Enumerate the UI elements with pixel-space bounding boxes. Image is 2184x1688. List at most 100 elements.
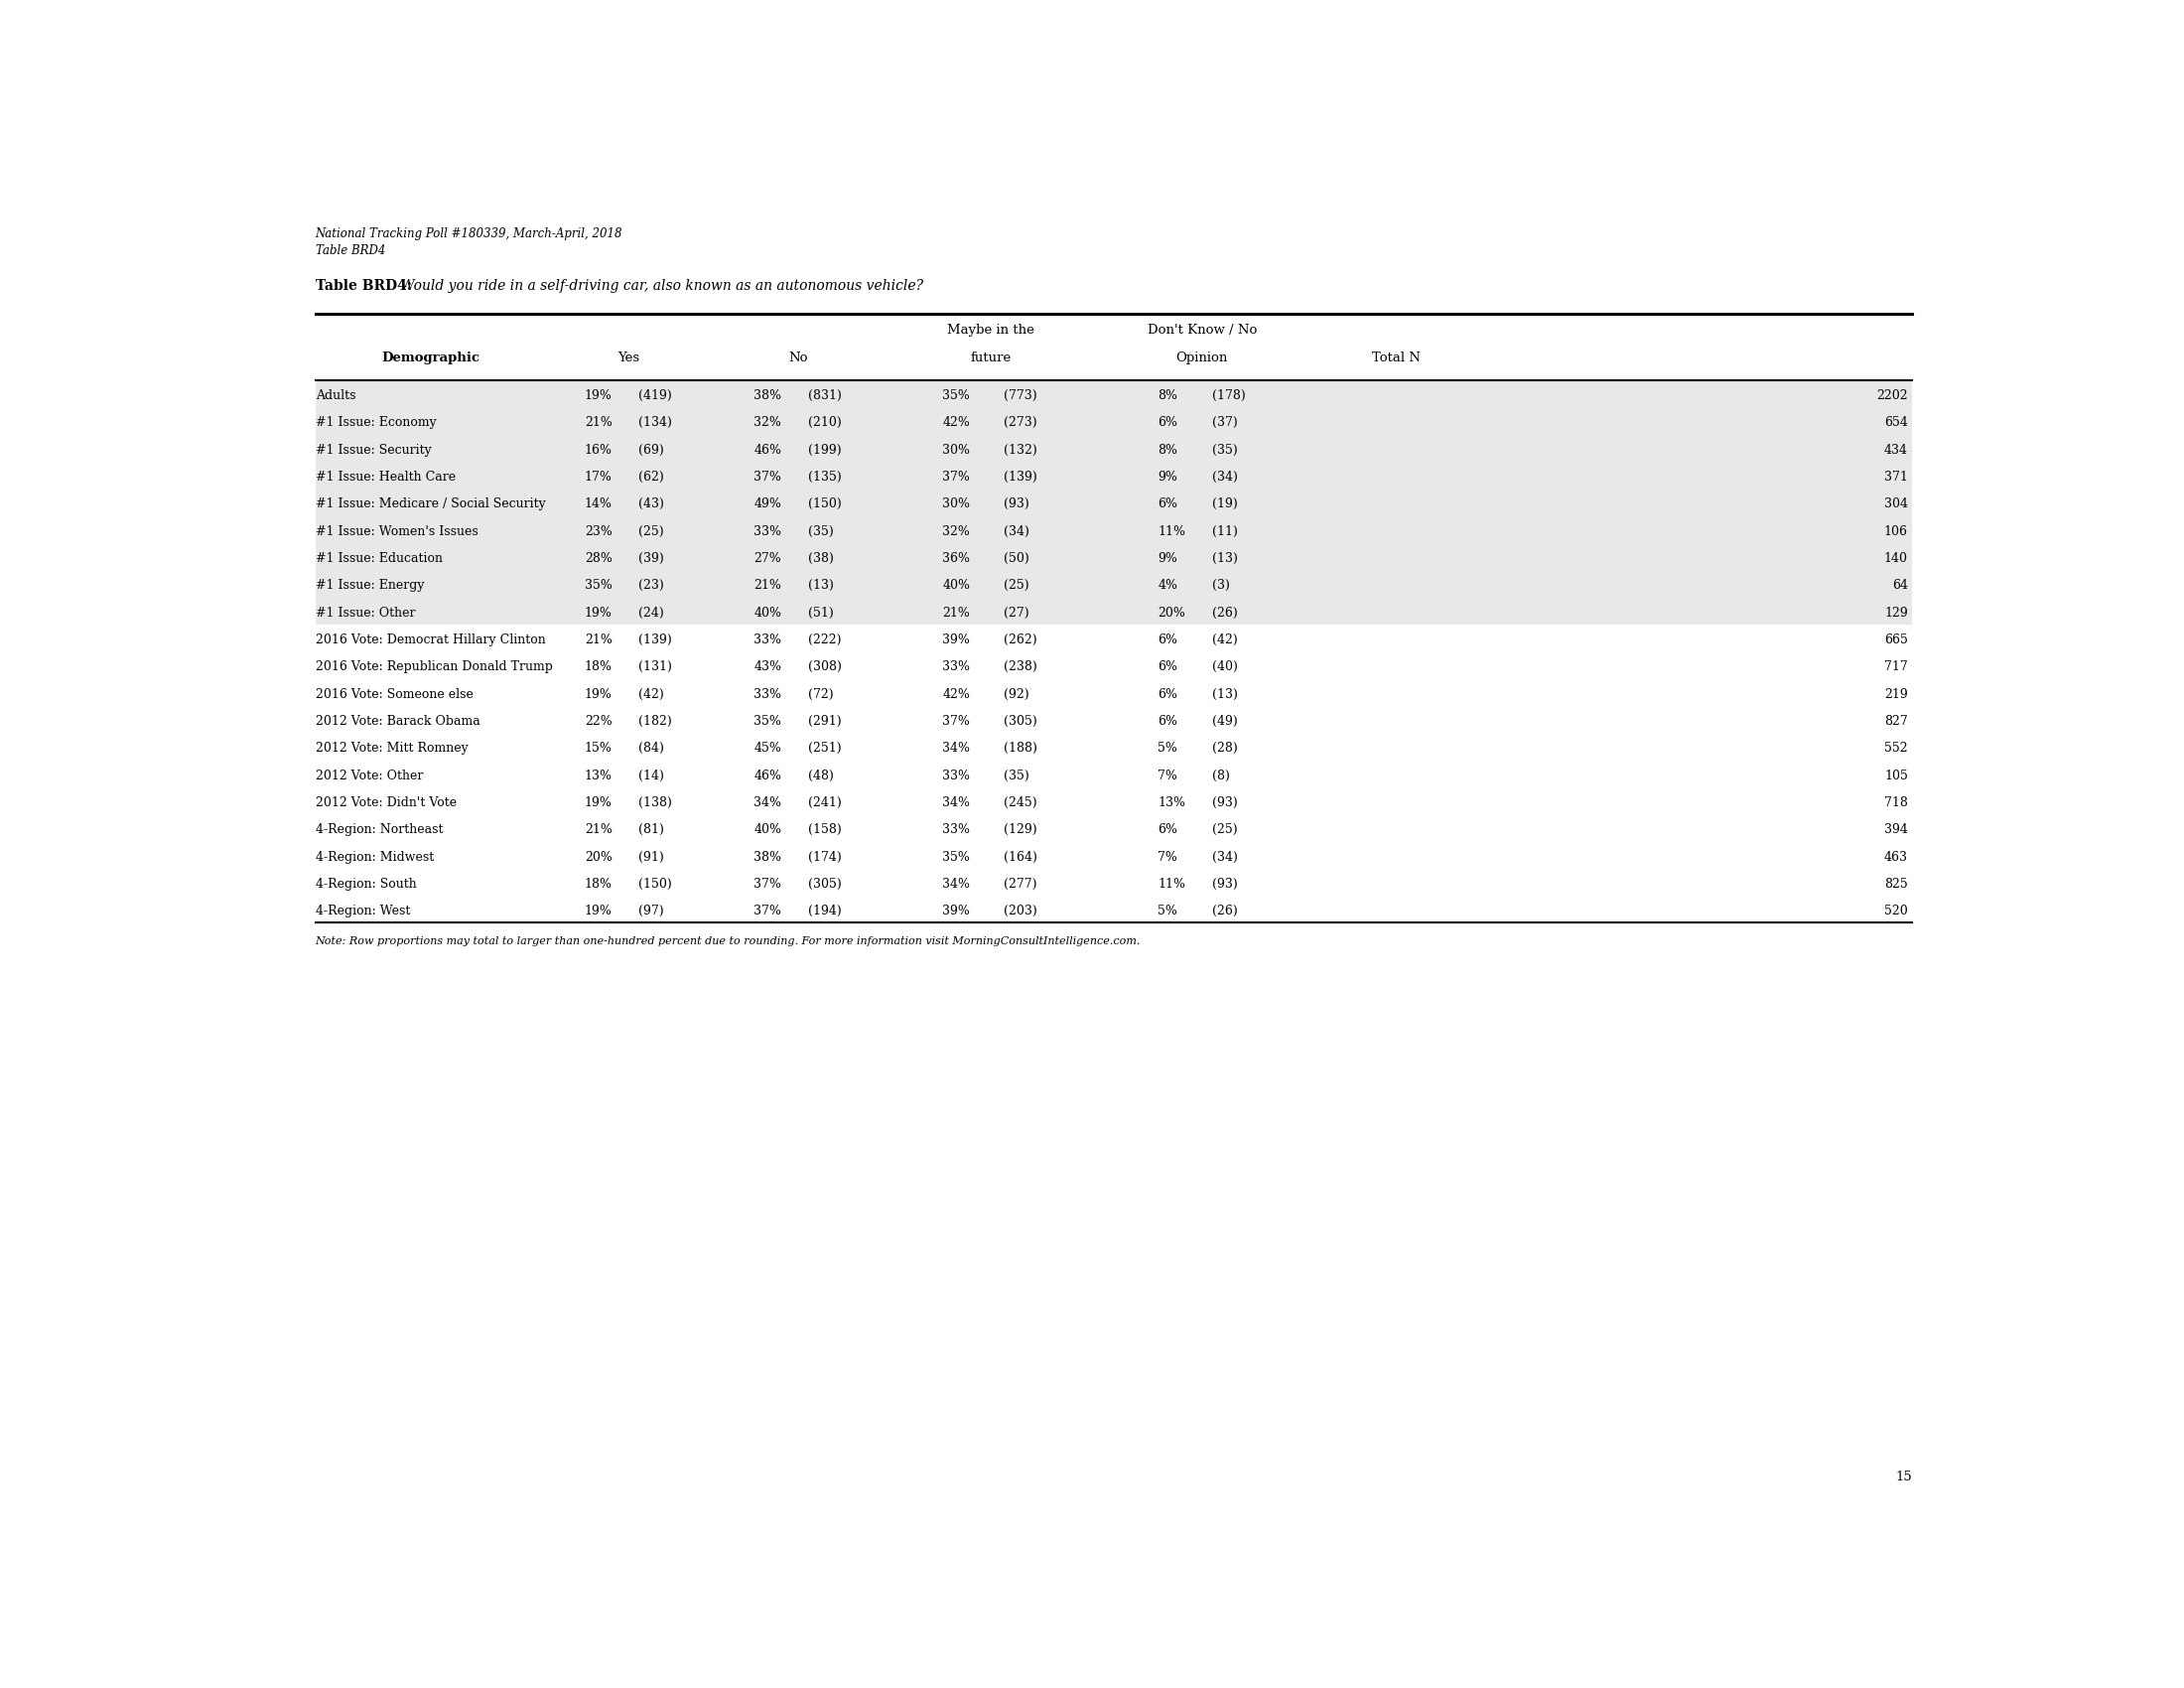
Text: 140: 140 <box>1885 552 1909 565</box>
Text: (134): (134) <box>638 417 673 429</box>
Bar <box>314 488 1911 515</box>
Text: (178): (178) <box>1212 390 1245 402</box>
Text: 552: 552 <box>1885 743 1909 755</box>
Text: 49%: 49% <box>753 498 782 511</box>
Text: (25): (25) <box>638 525 664 538</box>
Text: 6%: 6% <box>1158 824 1177 837</box>
Text: 33%: 33% <box>941 770 970 782</box>
Text: 42%: 42% <box>941 417 970 429</box>
Text: 17%: 17% <box>585 471 612 483</box>
Bar <box>314 544 1911 571</box>
Text: 8%: 8% <box>1158 390 1177 402</box>
Text: 9%: 9% <box>1158 552 1177 565</box>
Text: (97): (97) <box>638 905 664 918</box>
Text: (93): (93) <box>1212 878 1236 891</box>
Text: 6%: 6% <box>1158 417 1177 429</box>
Text: (8): (8) <box>1212 770 1230 782</box>
Text: (305): (305) <box>808 878 841 891</box>
Text: No: No <box>788 351 808 365</box>
Text: (93): (93) <box>1212 797 1236 809</box>
Text: Maybe in the: Maybe in the <box>948 324 1033 336</box>
Text: (48): (48) <box>808 770 834 782</box>
Text: 2012 Vote: Didn't Vote: 2012 Vote: Didn't Vote <box>314 797 456 809</box>
Text: 6%: 6% <box>1158 633 1177 647</box>
Text: 394: 394 <box>1885 824 1909 837</box>
Text: 46%: 46% <box>753 444 782 456</box>
Text: 4%: 4% <box>1158 579 1177 592</box>
Text: Don't Know / No: Don't Know / No <box>1147 324 1256 336</box>
Text: (69): (69) <box>638 444 664 456</box>
Text: 4-Region: Midwest: 4-Region: Midwest <box>314 851 435 864</box>
Text: (138): (138) <box>638 797 673 809</box>
Text: Yes: Yes <box>618 351 640 365</box>
Text: 21%: 21% <box>585 824 612 837</box>
Text: 27%: 27% <box>753 552 782 565</box>
Text: (203): (203) <box>1005 905 1037 918</box>
Text: (92): (92) <box>1005 687 1029 701</box>
Text: (164): (164) <box>1005 851 1037 864</box>
Text: 9%: 9% <box>1158 471 1177 483</box>
Text: (245): (245) <box>1005 797 1037 809</box>
Text: 40%: 40% <box>753 606 782 619</box>
Text: 16%: 16% <box>585 444 612 456</box>
Text: 371: 371 <box>1885 471 1909 483</box>
Text: 219: 219 <box>1885 687 1909 701</box>
Text: (241): (241) <box>808 797 841 809</box>
Text: (42): (42) <box>638 687 664 701</box>
Text: (132): (132) <box>1005 444 1037 456</box>
Text: (14): (14) <box>638 770 664 782</box>
Text: (308): (308) <box>808 660 841 674</box>
Text: 106: 106 <box>1885 525 1909 538</box>
Text: 4-Region: Northeast: 4-Region: Northeast <box>314 824 443 837</box>
Text: 6%: 6% <box>1158 716 1177 728</box>
Text: #1 Issue: Health Care: #1 Issue: Health Care <box>314 471 456 483</box>
Text: 23%: 23% <box>585 525 612 538</box>
Text: (13): (13) <box>808 579 834 592</box>
Text: 19%: 19% <box>585 905 612 918</box>
Text: (84): (84) <box>638 743 664 755</box>
Text: 15%: 15% <box>585 743 612 755</box>
Text: (222): (222) <box>808 633 841 647</box>
Text: 21%: 21% <box>753 579 782 592</box>
Text: 33%: 33% <box>941 824 970 837</box>
Text: 39%: 39% <box>941 633 970 647</box>
Text: (91): (91) <box>638 851 664 864</box>
Text: 39%: 39% <box>941 905 970 918</box>
Text: 37%: 37% <box>753 471 782 483</box>
Text: (28): (28) <box>1212 743 1236 755</box>
Text: Table BRD4: Table BRD4 <box>314 245 384 258</box>
Text: (139): (139) <box>638 633 673 647</box>
Text: National Tracking Poll #180339, March-April, 2018: National Tracking Poll #180339, March-Ap… <box>314 226 622 240</box>
Text: #1 Issue: Women's Issues: #1 Issue: Women's Issues <box>314 525 478 538</box>
Text: (238): (238) <box>1005 660 1037 674</box>
Bar <box>314 598 1911 625</box>
Text: (251): (251) <box>808 743 841 755</box>
Text: 19%: 19% <box>585 687 612 701</box>
Text: 7%: 7% <box>1158 851 1177 864</box>
Text: 28%: 28% <box>585 552 612 565</box>
Text: (35): (35) <box>808 525 834 538</box>
Text: (35): (35) <box>1212 444 1236 456</box>
Text: 434: 434 <box>1885 444 1909 456</box>
Text: (291): (291) <box>808 716 841 728</box>
Text: (34): (34) <box>1212 851 1238 864</box>
Text: 32%: 32% <box>941 525 970 538</box>
Text: Adults: Adults <box>314 390 356 402</box>
Text: 7%: 7% <box>1158 770 1177 782</box>
Text: (50): (50) <box>1005 552 1029 565</box>
Text: 38%: 38% <box>753 390 782 402</box>
Text: (419): (419) <box>638 390 673 402</box>
Text: 14%: 14% <box>585 498 612 511</box>
Text: 129: 129 <box>1885 606 1909 619</box>
Text: 6%: 6% <box>1158 498 1177 511</box>
Text: 4-Region: West: 4-Region: West <box>314 905 411 918</box>
Text: 37%: 37% <box>753 905 782 918</box>
Text: 34%: 34% <box>941 743 970 755</box>
Text: (27): (27) <box>1005 606 1029 619</box>
Text: (13): (13) <box>1212 687 1238 701</box>
Text: (831): (831) <box>808 390 841 402</box>
Text: 2016 Vote: Republican Donald Trump: 2016 Vote: Republican Donald Trump <box>314 660 553 674</box>
Text: #1 Issue: Economy: #1 Issue: Economy <box>314 417 437 429</box>
Text: 21%: 21% <box>585 633 612 647</box>
Text: 11%: 11% <box>1158 525 1186 538</box>
